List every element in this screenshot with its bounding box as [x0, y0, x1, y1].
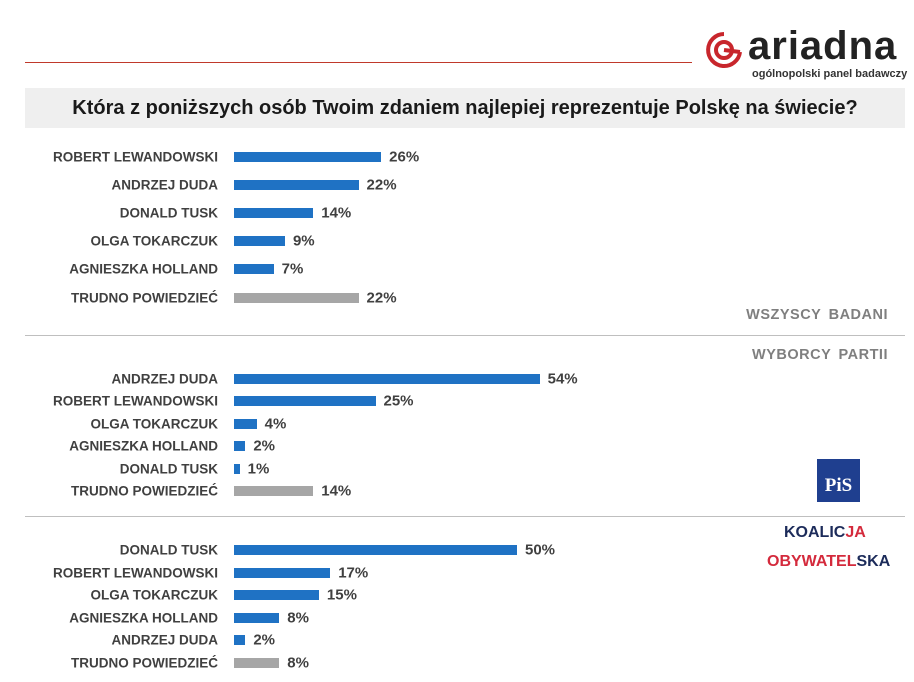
data-label: 2% — [253, 631, 275, 649]
bar — [234, 293, 359, 303]
bar — [234, 396, 376, 406]
bar — [234, 374, 540, 384]
category-label: AGNIESZKA HOLLAND — [69, 610, 218, 626]
ko-text: KOALIC — [784, 524, 846, 541]
category-label: OLGA TOKARCZUK — [90, 587, 219, 603]
data-label: 25% — [383, 392, 414, 410]
category-label: ROBERT LEWANDOWSKI — [53, 565, 218, 581]
data-label: 8% — [287, 654, 309, 672]
logo-wordmark: ariadna — [748, 24, 898, 68]
category-label: DONALD TUSK — [119, 461, 218, 477]
category-label: TRUDNO POWIEDZIEĆ — [71, 483, 218, 499]
data-label: 9% — [292, 232, 315, 250]
bar — [234, 658, 280, 668]
ariadna-logo-icon — [706, 32, 742, 68]
data-label: 54% — [547, 370, 578, 388]
data-label: 22% — [366, 289, 397, 307]
bar — [234, 152, 382, 162]
category-label: AGNIESZKA HOLLAND — [69, 438, 218, 454]
section-divider — [25, 335, 905, 336]
category-label: DONALD TUSK — [119, 205, 218, 221]
category-label: OLGA TOKARCZUK — [90, 233, 219, 249]
logo-subtitle: ogólnopolski panel badawczy — [752, 68, 908, 80]
data-label: 2% — [253, 437, 275, 455]
chart-title: Która z poniższych osób Twoim zdaniem na… — [72, 97, 858, 119]
data-label: 14% — [321, 482, 352, 500]
bar — [234, 464, 240, 474]
data-label: 50% — [525, 541, 556, 559]
category-label: ANDRZEJ DUDA — [111, 371, 218, 387]
category-label: OLGA TOKARCZUK — [90, 416, 219, 432]
bar — [234, 486, 314, 496]
data-label: 15% — [326, 586, 357, 604]
bar — [234, 419, 257, 429]
ko-text: SKA — [856, 553, 891, 570]
category-label: ROBERT LEWANDOWSKI — [53, 393, 218, 409]
title-bar — [25, 88, 905, 128]
bar — [234, 545, 517, 555]
bar — [234, 568, 331, 578]
bar — [234, 613, 280, 623]
bar — [234, 264, 274, 274]
bar — [234, 441, 246, 451]
ko-text-red: JA — [845, 524, 866, 541]
category-label: TRUDNO POWIEDZIEĆ — [71, 290, 218, 306]
data-label: 1% — [247, 460, 270, 478]
data-label: 8% — [287, 609, 309, 627]
group-label-all: WSZYSCY BADANI — [746, 307, 888, 323]
section-divider — [25, 516, 905, 517]
category-label: DONALD TUSK — [119, 542, 218, 558]
category-label: ANDRZEJ DUDA — [111, 632, 218, 648]
data-label: 4% — [264, 415, 287, 433]
data-label: 26% — [389, 148, 420, 166]
bar — [234, 236, 285, 246]
header-rule — [25, 62, 692, 63]
category-label: TRUDNO POWIEDZIEĆ — [71, 655, 218, 671]
ko-text-red: OBYWATEL — [767, 553, 857, 570]
bar — [234, 635, 246, 645]
data-label: 14% — [321, 204, 352, 222]
bar — [234, 208, 314, 218]
pis-logo: PiS — [817, 459, 860, 502]
bar — [234, 590, 319, 600]
category-label: ANDRZEJ DUDA — [111, 177, 218, 193]
ko-logo-line1: KOALICJA — [784, 524, 866, 542]
bar — [234, 180, 359, 190]
data-label: 7% — [281, 260, 304, 278]
category-label: ROBERT LEWANDOWSKI — [53, 149, 218, 165]
ko-logo-line2: OBYWATELSKA — [767, 553, 890, 571]
data-label: 17% — [338, 564, 369, 582]
data-label: 22% — [366, 176, 397, 194]
group-label-voters: WYBORCY PARTII — [752, 347, 888, 363]
category-label: AGNIESZKA HOLLAND — [69, 261, 218, 277]
pis-logo-text: PiS — [824, 475, 853, 496]
